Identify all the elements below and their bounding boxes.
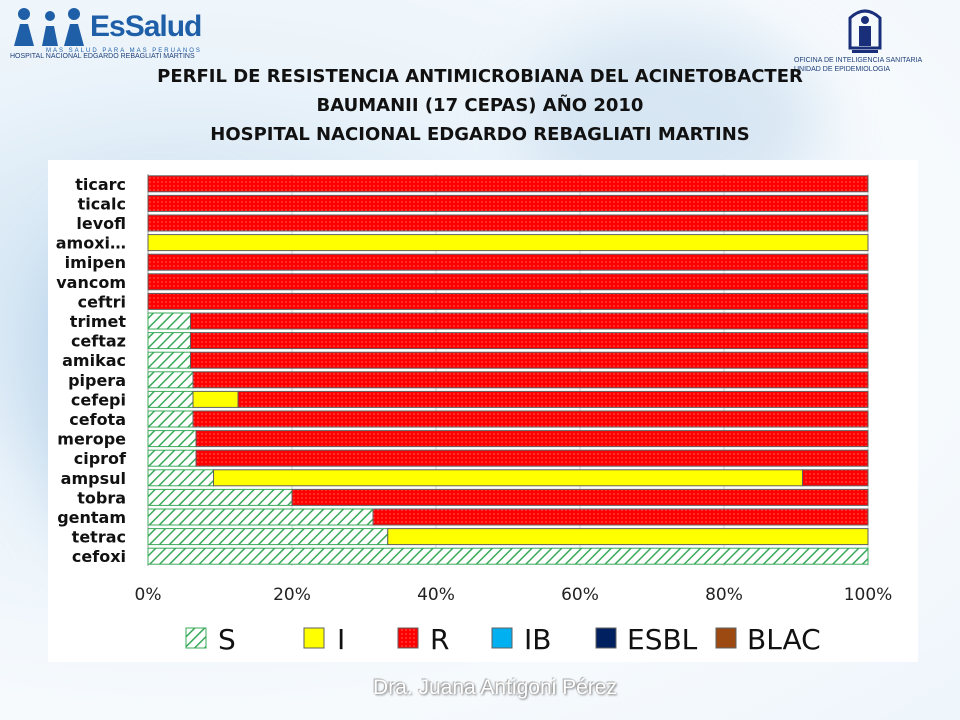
logo-name: EsSalud	[90, 10, 202, 43]
bar-segment-i	[147, 234, 869, 252]
category-label: ticarc	[75, 175, 126, 194]
bar-segment-s	[147, 488, 293, 506]
bar-segment-s	[147, 508, 374, 526]
legend-label: I	[337, 623, 345, 656]
category-label: trimet	[70, 312, 127, 331]
bar-segment-r	[291, 488, 869, 506]
bar-segment-s	[147, 430, 197, 448]
category-label: vancom	[56, 273, 126, 292]
x-tick-label: 40%	[417, 585, 455, 605]
bar-segment-i	[192, 390, 239, 408]
category-label: ceftri	[78, 292, 126, 311]
legend-swatch-s	[185, 627, 207, 649]
legend-swatch-blac	[715, 627, 737, 649]
bar-segment-s	[147, 351, 191, 369]
bar-segment-s	[147, 332, 191, 350]
bar-segment-r	[372, 508, 869, 526]
category-label: cefepi	[71, 390, 126, 409]
bar-segment-s	[147, 547, 869, 565]
bar-segment-s	[147, 410, 194, 428]
category-label: ciprof	[74, 449, 127, 468]
chart-title-line-1: PERFIL DE RESISTENCIA ANTIMICROBIANA DEL…	[157, 66, 803, 87]
office-name: OFICINA DE INTELIGENCIA SANITARIA UNIDAD…	[794, 56, 922, 74]
office-line-1: OFICINA DE INTELIGENCIA SANITARIA	[794, 57, 923, 64]
legend-label: ESBL	[627, 623, 698, 656]
bar-segment-r	[195, 449, 869, 467]
x-tick-label: 20%	[273, 585, 311, 605]
x-tick-label: 0%	[135, 585, 162, 605]
legend-swatch-ib	[491, 627, 513, 649]
chart-title: PERFIL DE RESISTENCIA ANTIMICROBIANA DEL…	[60, 62, 900, 149]
bar-segment-s	[147, 528, 389, 546]
category-label: tetrac	[72, 528, 126, 547]
bar-segment-i	[387, 528, 869, 546]
legend-label: BLAC	[747, 623, 821, 656]
bar-segment-r	[801, 469, 869, 487]
category-label: levofl	[76, 214, 126, 233]
x-tick-label: 60%	[561, 585, 599, 605]
chart-title-line-2: BAUMANII (17 CEPAS) AÑO 2010	[316, 95, 644, 116]
category-label: ceftaz	[71, 332, 126, 351]
bar-segment-s	[147, 449, 197, 467]
category-label: ampsul	[61, 469, 126, 488]
category-label: merope	[57, 430, 126, 449]
bar-segment-r	[147, 175, 869, 193]
bar-segment-s	[147, 469, 215, 487]
author-credit: Dra. Juana Antigoni Pérez	[373, 676, 617, 699]
bar-segment-r	[147, 292, 869, 310]
resistance-bar-chart: ticarcticalclevoflamoxi…imipenvancomceft…	[56, 174, 893, 656]
category-label: cefoxi	[72, 547, 126, 566]
chart-title-line-3: HOSPITAL NACIONAL EDGARDO REBAGLIATI MAR…	[210, 124, 750, 145]
category-label: amikac	[62, 351, 126, 370]
category-label: gentam	[57, 508, 126, 527]
bar-segment-r	[195, 430, 869, 448]
bar-segment-r	[189, 332, 869, 350]
family-icon	[14, 8, 84, 46]
bar-segment-r	[192, 371, 869, 389]
bar-segment-i	[213, 469, 803, 487]
essalud-logo: EsSalud MAS SALUD PARA MAS PERUANOS	[10, 6, 240, 66]
bar-segment-s	[147, 312, 191, 330]
bar-segment-r	[189, 312, 869, 330]
chart-area: ticarc ticalc levofl amoxi… imipen vancom ceft…	[48, 160, 918, 662]
category-label: imipen	[65, 253, 126, 272]
x-tick-label: 80%	[705, 585, 743, 605]
bar-segment-r	[147, 273, 869, 291]
x-tick-label: 100%	[844, 585, 893, 605]
legend-swatch-i	[303, 627, 325, 649]
bar-segment-r	[189, 351, 869, 369]
bar-segment-r	[192, 410, 869, 428]
office-line-2: UNIDAD DE EPIDEMIOLOGIA	[794, 66, 891, 73]
legend-label: R	[430, 623, 449, 656]
category-label: cefota	[69, 410, 126, 429]
logo-slogan: MAS SALUD PARA MAS PERUANOS	[46, 48, 202, 54]
epidemiology-logo-icon	[848, 9, 882, 53]
bar-segment-r	[147, 253, 869, 271]
bar-segment-s	[147, 371, 194, 389]
bar-segment-r	[237, 390, 869, 408]
legend-swatch-r	[397, 627, 419, 649]
bar-segment-r	[147, 214, 869, 232]
legend-swatch-esbl	[595, 627, 617, 649]
hospital-name-small: HOSPITAL NACIONAL EDGARDO REBAGLIATI MAR…	[10, 53, 195, 60]
legend-label: S	[218, 623, 236, 656]
bar-segment-r	[147, 194, 869, 212]
legend-label: IB	[524, 623, 551, 656]
category-label: amoxi…	[56, 234, 126, 253]
bar-segment-s	[147, 390, 194, 408]
category-label: tobra	[77, 488, 126, 507]
category-label: pipera	[68, 371, 126, 390]
category-label: ticalc	[78, 194, 126, 213]
